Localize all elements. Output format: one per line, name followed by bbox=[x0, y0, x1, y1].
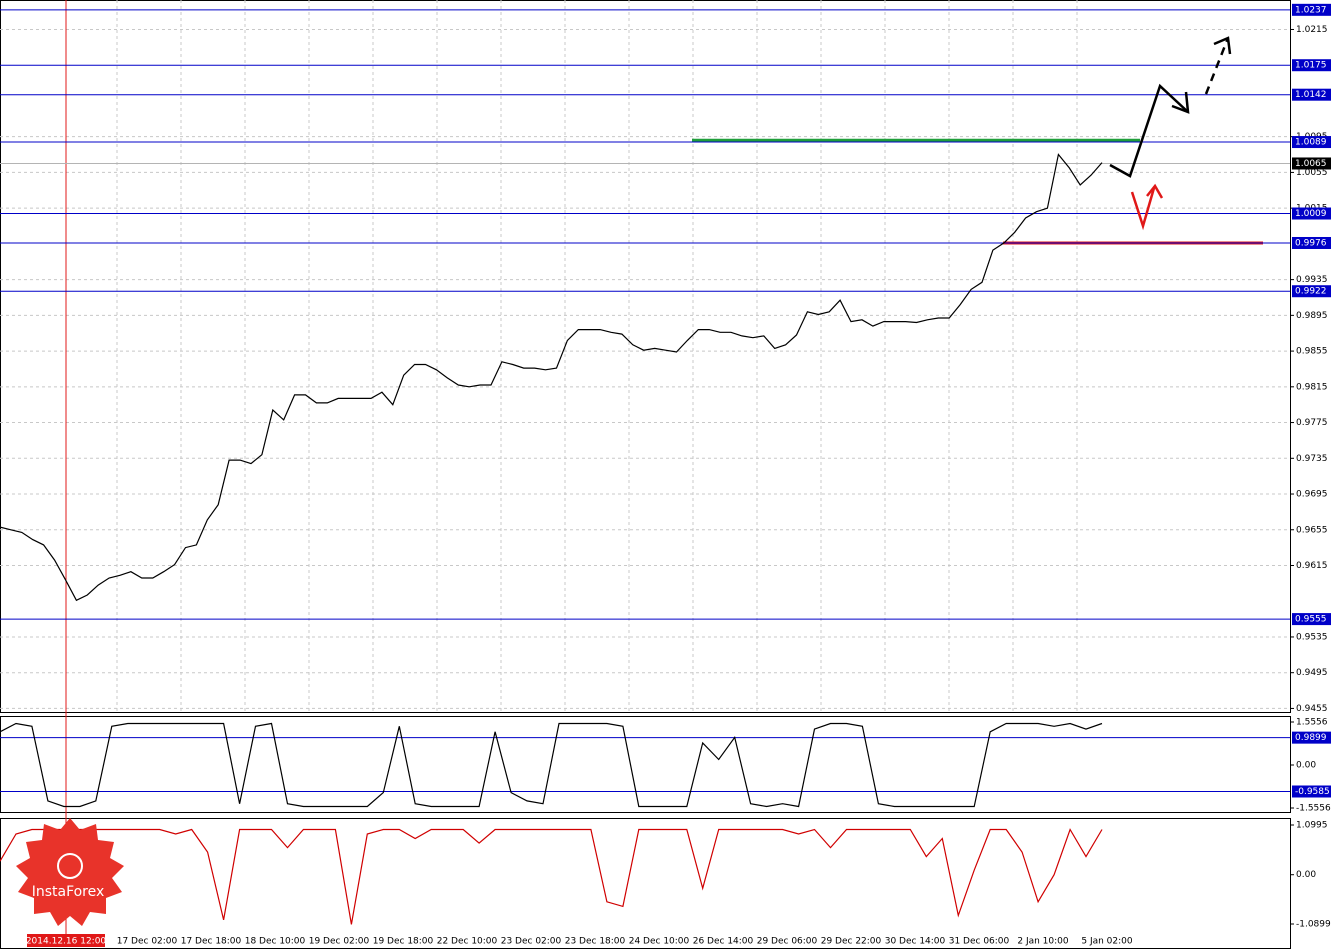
watermark: InstaForex bbox=[32, 884, 105, 900]
level-label-box bbox=[1292, 3, 1331, 16]
current-price-label: 1.0065 bbox=[1295, 159, 1327, 169]
x-tick-label: 29 Dec 06:00 bbox=[757, 937, 818, 947]
x-tick-label: 19 Dec 02:00 bbox=[309, 937, 370, 947]
level-label: 0.9922 bbox=[1295, 287, 1327, 297]
level-label-box bbox=[1292, 59, 1331, 72]
y-tick-label: 0.9735 bbox=[1296, 454, 1328, 464]
y-tick-label: 0.9695 bbox=[1296, 490, 1328, 500]
level-label: 1.0089 bbox=[1295, 138, 1327, 148]
series-line bbox=[0, 722, 1103, 808]
panel-frame bbox=[0, 0, 1291, 713]
x-tick-label: 18 Dec 10:00 bbox=[245, 937, 306, 947]
current-price-box bbox=[1292, 157, 1331, 170]
x-tick-label: 17 Dec 18:00 bbox=[181, 937, 242, 947]
y-tick-label: -1.5556 bbox=[1296, 804, 1331, 814]
logo: InstaForex bbox=[16, 818, 124, 926]
arrow-head bbox=[1146, 183, 1164, 199]
forecast-arrow bbox=[1109, 83, 1189, 178]
x-tick-label: 26 Dec 14:00 bbox=[693, 937, 754, 947]
x-tick-label: 2 Jan 10:00 bbox=[1017, 937, 1069, 947]
panel-frame bbox=[0, 716, 1291, 813]
y-tick-label: 0.9655 bbox=[1296, 525, 1328, 535]
y-tick-label: 0.00 bbox=[1296, 761, 1316, 771]
level-label: 0.9899 bbox=[1295, 733, 1327, 743]
x-tick-label: 30 Dec 14:00 bbox=[885, 937, 946, 947]
y-tick-label: -1.0899 bbox=[1296, 919, 1331, 929]
level-label: 1.0009 bbox=[1295, 209, 1327, 219]
level-label-box bbox=[1292, 236, 1331, 249]
x-tick-label: 31 Dec 06:00 bbox=[949, 937, 1010, 947]
arrow-head bbox=[1213, 36, 1232, 55]
series-line bbox=[0, 828, 1103, 925]
y-tick-label: 0.9815 bbox=[1296, 382, 1328, 392]
y-tick-label: 0.9615 bbox=[1296, 561, 1328, 571]
level-label-box bbox=[1292, 785, 1331, 798]
level-label-box bbox=[1292, 613, 1331, 626]
annotation-arrows bbox=[1109, 36, 1232, 231]
cursor-label: 2014.12.16 12:00 bbox=[26, 937, 107, 947]
y-tick-label: 0.9775 bbox=[1296, 418, 1328, 428]
x-tick-label: 22 Dec 10:00 bbox=[437, 937, 498, 947]
x-tick-label: 23 Dec 02:00 bbox=[501, 937, 562, 947]
forecast-arrow-dashed bbox=[1204, 37, 1230, 95]
x-tick-label: 24 Dec 10:00 bbox=[629, 937, 690, 947]
panel-frame bbox=[0, 818, 1291, 949]
alt-arrow bbox=[1130, 187, 1156, 231]
series-line bbox=[0, 153, 1103, 602]
y-tick-label: 1.0995 bbox=[1296, 821, 1328, 831]
level-label: 1.0237 bbox=[1295, 5, 1327, 15]
x-tick-label: 5 Jan 02:00 bbox=[1081, 937, 1133, 947]
x-tick-label: 19 Dec 18:00 bbox=[373, 937, 434, 947]
level-label: 0.9976 bbox=[1295, 238, 1327, 248]
y-tick-label: 1.5556 bbox=[1296, 718, 1328, 728]
level-label-box bbox=[1292, 285, 1331, 298]
y-tick-label: 0.9535 bbox=[1296, 632, 1328, 642]
arrow-head bbox=[1171, 91, 1190, 114]
level-label: 1.0175 bbox=[1295, 61, 1327, 71]
y-tick-label: 0.9935 bbox=[1296, 275, 1328, 285]
y-tick-label: 1.0055 bbox=[1296, 168, 1328, 178]
y-tick-label: 0.9895 bbox=[1296, 311, 1328, 321]
level-label-box bbox=[1292, 136, 1331, 149]
level-label: 1.0142 bbox=[1295, 90, 1327, 100]
level-label-box bbox=[1292, 88, 1331, 101]
logo-badge bbox=[16, 818, 124, 926]
x-tick-label: 29 Dec 22:00 bbox=[821, 937, 882, 947]
level-label: -0.9585 bbox=[1295, 787, 1330, 797]
level-label-box bbox=[1292, 731, 1331, 744]
y-tick-label: 0.9495 bbox=[1296, 668, 1328, 678]
level-label: 0.9555 bbox=[1295, 615, 1327, 625]
cursor-label-box bbox=[27, 934, 105, 947]
x-tick-label: 17 Dec 02:00 bbox=[117, 937, 178, 947]
y-tick-label: 0.9855 bbox=[1296, 347, 1328, 357]
y-tick-label: 0.9455 bbox=[1296, 704, 1328, 714]
level-label-box bbox=[1292, 207, 1331, 220]
y-tick-label: 0.00 bbox=[1296, 870, 1316, 880]
y-tick-label: 1.0215 bbox=[1296, 25, 1328, 35]
x-tick-label: 23 Dec 18:00 bbox=[565, 937, 626, 947]
logo-icon bbox=[57, 853, 83, 879]
